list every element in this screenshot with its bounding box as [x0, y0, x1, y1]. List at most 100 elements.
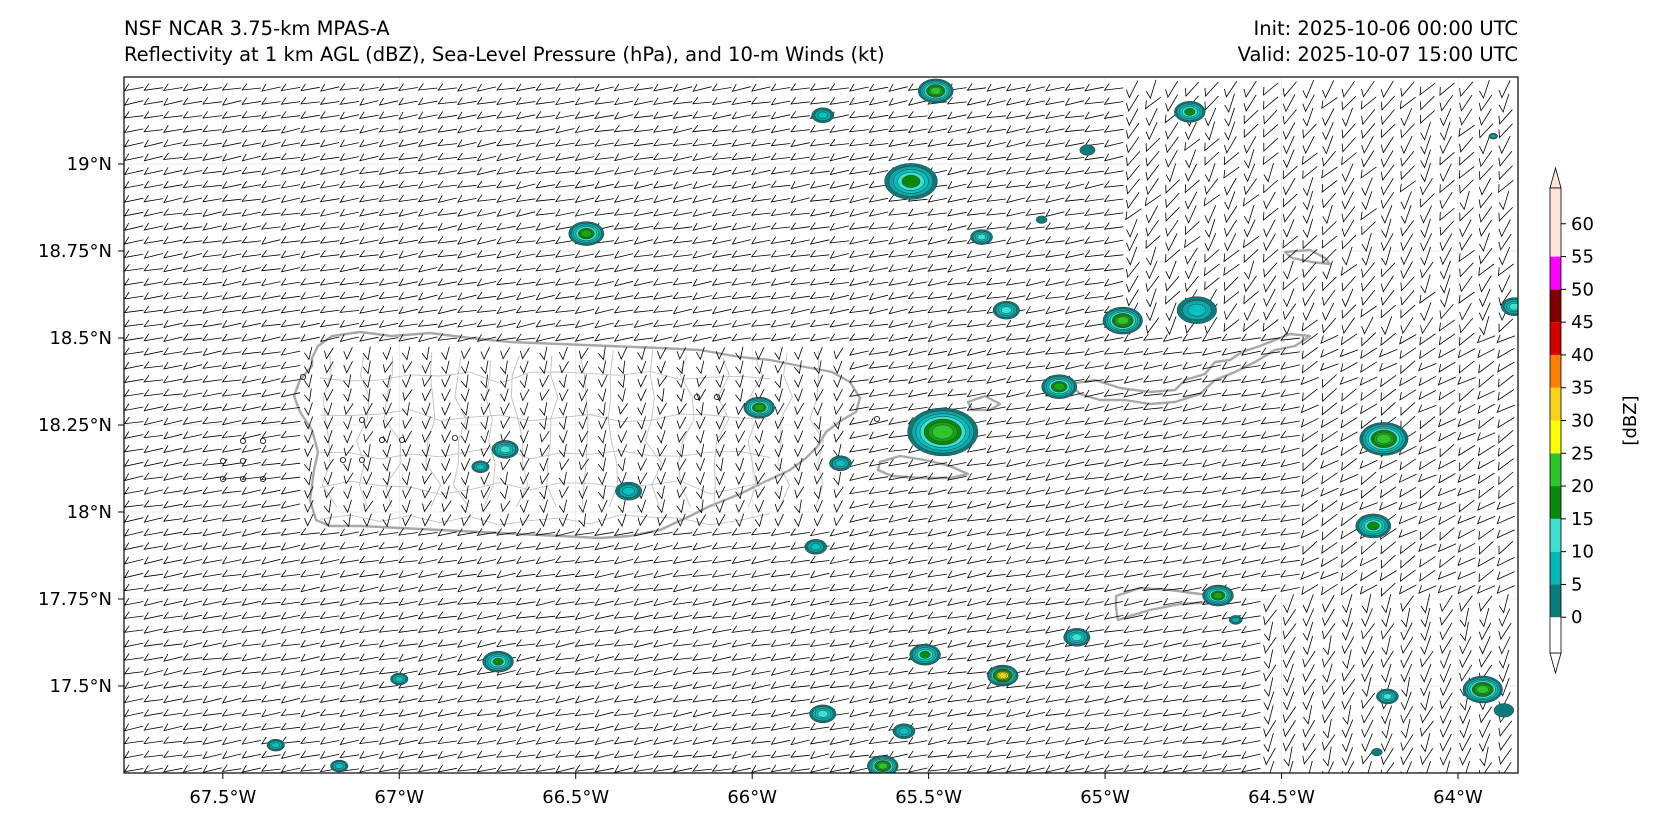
wind-barb [515, 264, 536, 272]
wind-barb [907, 305, 928, 314]
wind-barb [456, 597, 477, 605]
wind-barb [1103, 333, 1124, 342]
wind-barb [692, 750, 712, 758]
wind-barb [304, 486, 314, 499]
wind-barb [1103, 569, 1124, 578]
wind-barb [849, 737, 869, 746]
wind-barb [1143, 723, 1163, 731]
wind-barb [652, 750, 673, 758]
wind-barb [221, 542, 242, 550]
wind-barb [339, 626, 359, 634]
wind-barb [441, 500, 452, 513]
wind-barb [437, 125, 458, 133]
wind-barb [597, 388, 607, 403]
wind-barb [1162, 736, 1183, 745]
wind-barb [496, 681, 516, 689]
wind-barb [1064, 445, 1085, 454]
wind-barb [1221, 653, 1241, 662]
wind-barb [1260, 569, 1281, 578]
wind-barb [652, 611, 673, 620]
wind-barb [888, 681, 908, 690]
wind-barb [417, 194, 438, 203]
reflectivity-cell [1041, 374, 1078, 399]
wind-barb [907, 570, 928, 579]
wind-barb [692, 319, 712, 327]
wind-barb [398, 528, 418, 536]
wind-barb [1282, 81, 1297, 98]
wind-barb [809, 319, 830, 328]
wind-barb [398, 111, 418, 120]
wind-barb [1025, 472, 1045, 481]
wind-barb [574, 180, 595, 189]
wind-barb [1380, 747, 1394, 766]
wind-barb [554, 291, 575, 300]
wind-barb [1025, 361, 1046, 369]
wind-barb [520, 486, 530, 499]
wind-barb [1280, 542, 1300, 551]
wind-barb [652, 180, 673, 189]
wind-barb [202, 83, 222, 91]
wind-barb [1360, 403, 1378, 415]
wind-barb [849, 236, 869, 245]
wind-barb [359, 236, 379, 245]
wind-barb [1420, 302, 1432, 322]
wind-barb [793, 499, 802, 514]
wind-barb [554, 333, 575, 342]
wind-barb [417, 570, 438, 578]
wind-barb [888, 194, 908, 202]
wind-barb [339, 125, 360, 133]
wind-barb [1241, 486, 1261, 495]
wind-barb [833, 388, 843, 402]
wind-barb [908, 375, 928, 384]
wind-barb [221, 514, 242, 522]
reflectivity-cell [1462, 675, 1503, 704]
wind-barb [202, 236, 222, 244]
wind-barb [731, 208, 752, 217]
wind-barb [848, 166, 869, 175]
wind-barb [1498, 374, 1514, 388]
wind-barb [1263, 636, 1277, 654]
wind-barb [343, 457, 352, 472]
wind-barb [731, 139, 752, 147]
wind-barb [1162, 361, 1183, 370]
wind-barb [202, 444, 222, 453]
wind-barb [457, 750, 477, 759]
wind-barb [790, 612, 810, 621]
lat-tick-label: 17.5°N [49, 676, 112, 697]
wind-barb [515, 736, 536, 745]
wind-barb [1420, 593, 1431, 614]
wind-barb [358, 319, 379, 328]
wind-barb [1025, 208, 1046, 216]
wind-barb [1438, 348, 1456, 359]
wind-barb [1185, 149, 1197, 169]
wind-barb [1302, 444, 1318, 458]
wind-barb [456, 528, 477, 536]
wind-barb [809, 291, 830, 300]
wind-barb [676, 499, 685, 514]
wind-barb [1400, 622, 1413, 641]
wind-barb [1165, 276, 1180, 292]
wind-barb [1084, 583, 1104, 592]
wind-barb [1400, 761, 1412, 773]
wind-barb [652, 555, 673, 564]
wind-barb [1420, 635, 1432, 655]
wind-barb [888, 556, 908, 565]
wind-barb [907, 319, 928, 328]
wind-barb [280, 361, 301, 370]
wind-barb [1044, 597, 1065, 606]
wind-barb [927, 278, 947, 287]
wind-barb [1064, 250, 1085, 259]
wind-barb [476, 278, 497, 287]
wind-barb [300, 542, 320, 551]
wind-barb [437, 83, 458, 91]
wind-barb [358, 263, 379, 272]
wind-barb [888, 583, 908, 592]
wind-barb [1302, 760, 1313, 773]
reflectivity-contour [580, 229, 593, 238]
wind-barb [496, 111, 516, 119]
wind-barb [1224, 233, 1237, 252]
wind-barb [574, 750, 595, 758]
wind-barb [457, 334, 477, 342]
wind-barb [1302, 650, 1316, 668]
